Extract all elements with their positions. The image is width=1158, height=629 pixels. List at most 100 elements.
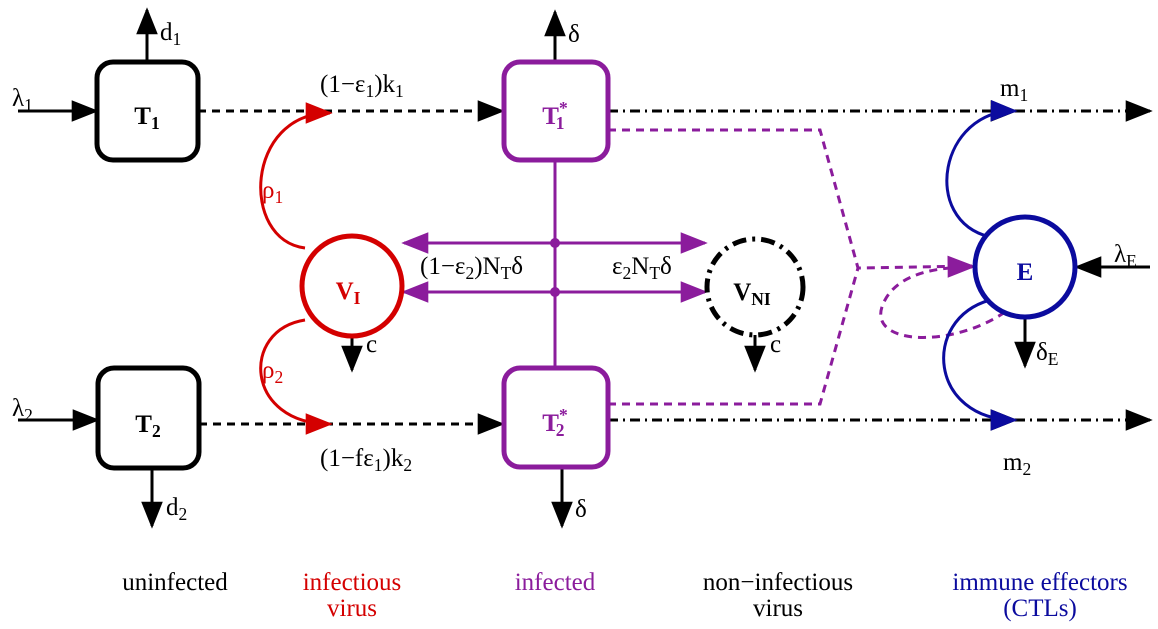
- label-part: ε: [612, 253, 623, 280]
- label-part: m: [1000, 75, 1020, 102]
- label-part: E: [1048, 349, 1059, 369]
- node-box: [95, 365, 202, 471]
- nodes: [94, 59, 1078, 471]
- label-part: δ: [568, 21, 580, 48]
- category-label: virus: [327, 595, 377, 622]
- arrow: [879, 256, 1006, 339]
- label-part: NI: [751, 289, 771, 309]
- label-part: 1: [374, 455, 383, 475]
- label-part: δ: [511, 253, 523, 280]
- label-part: 1: [556, 113, 565, 133]
- label-part: c: [366, 331, 377, 358]
- rate-label: δE: [1036, 339, 1058, 369]
- rate-label: c: [366, 331, 377, 358]
- arrow: [942, 298, 1018, 431]
- rate-label: d2: [166, 494, 187, 524]
- label-part: T: [134, 103, 151, 130]
- rate-label: λ1: [12, 85, 33, 115]
- arrow: [945, 99, 1018, 239]
- label-part: λ: [1114, 241, 1126, 268]
- arrow: [259, 102, 333, 250]
- node-label: E: [1017, 259, 1034, 286]
- label-part: 1: [395, 81, 404, 101]
- category-label: infected: [515, 569, 596, 596]
- label-part: N: [631, 253, 649, 280]
- label-part: c: [770, 331, 781, 358]
- label-part: 1: [1019, 85, 1028, 105]
- node-label: T* 1: [542, 98, 568, 133]
- rate-label: ε2NTδ: [612, 253, 672, 283]
- label-part: T: [542, 103, 559, 130]
- label-part: 2: [24, 405, 33, 425]
- rate-label: δ: [568, 21, 580, 48]
- label-part: 1: [24, 95, 33, 115]
- label-part: V: [733, 279, 751, 306]
- rate-label: λ2: [12, 395, 33, 425]
- rate-label: (1−fε1)k2: [320, 445, 412, 475]
- node-label: T* 2: [542, 405, 568, 440]
- junction: [550, 287, 560, 297]
- label-part: λ: [12, 395, 24, 422]
- label-part: E: [1126, 251, 1137, 271]
- rate-label: δ: [575, 496, 587, 523]
- rate-label: c: [770, 331, 781, 358]
- label-part: m: [1003, 449, 1023, 476]
- label-part: 2: [556, 420, 565, 440]
- label-part: 1: [173, 29, 182, 49]
- node-label: T2: [135, 411, 160, 441]
- label-part: 1: [274, 187, 283, 207]
- label-part: 1: [151, 113, 160, 133]
- rate-label: m2: [1003, 449, 1031, 479]
- label-part: 1: [365, 81, 374, 101]
- label-part: 2: [403, 455, 412, 475]
- node-label: VNI: [733, 279, 771, 309]
- label-part: d: [160, 19, 173, 46]
- label-part: δ: [575, 496, 587, 523]
- label-part: V: [336, 278, 354, 305]
- label-part: 2: [623, 263, 632, 283]
- label-part: T: [542, 410, 559, 437]
- label-part: (1−ε: [320, 71, 365, 98]
- line: [608, 267, 860, 406]
- label-part: δ: [1036, 339, 1048, 366]
- label-part: 2: [152, 421, 161, 441]
- rate-label: ρ2: [262, 357, 283, 387]
- label-part: 2: [274, 367, 283, 387]
- category-label: uninfected: [122, 569, 228, 596]
- label-part: (1−fε: [320, 445, 374, 472]
- node-box: [94, 59, 201, 163]
- node-box: [501, 59, 611, 163]
- label-part: )k: [374, 71, 395, 98]
- rate-label: (1−ε2)NTδ: [420, 253, 523, 283]
- rate-label: λE: [1114, 241, 1137, 271]
- label-part: ρ: [262, 357, 274, 384]
- edges: [18, 7, 1153, 529]
- rate-label: (1−ε1)k1: [320, 71, 404, 101]
- label-part: )N: [474, 253, 500, 280]
- node-circle: [972, 214, 1078, 320]
- label-part: *: [559, 98, 568, 118]
- label-part: )k: [383, 445, 404, 472]
- label-part: d: [166, 494, 179, 521]
- rate-label: m1: [1000, 75, 1028, 105]
- label-part: δ: [660, 253, 672, 280]
- label-part: I: [354, 288, 361, 308]
- label-part: 2: [179, 504, 188, 524]
- junction: [550, 238, 560, 248]
- label-part: (1−ε: [420, 253, 465, 280]
- category-label: infectious: [303, 569, 402, 596]
- label-part: T: [135, 411, 152, 438]
- arrow: [259, 318, 333, 435]
- label-part: E: [1017, 259, 1034, 286]
- label-part: λ: [12, 85, 24, 112]
- category-label: immune effectors: [952, 569, 1127, 596]
- label-part: *: [559, 405, 568, 425]
- label-part: 2: [1022, 459, 1031, 479]
- label-part: ρ: [262, 177, 274, 204]
- node-box: [501, 365, 611, 470]
- label-part: T: [649, 263, 660, 283]
- label-part: 2: [465, 263, 474, 283]
- node-circle: [299, 233, 405, 339]
- node-label: T1: [134, 103, 159, 133]
